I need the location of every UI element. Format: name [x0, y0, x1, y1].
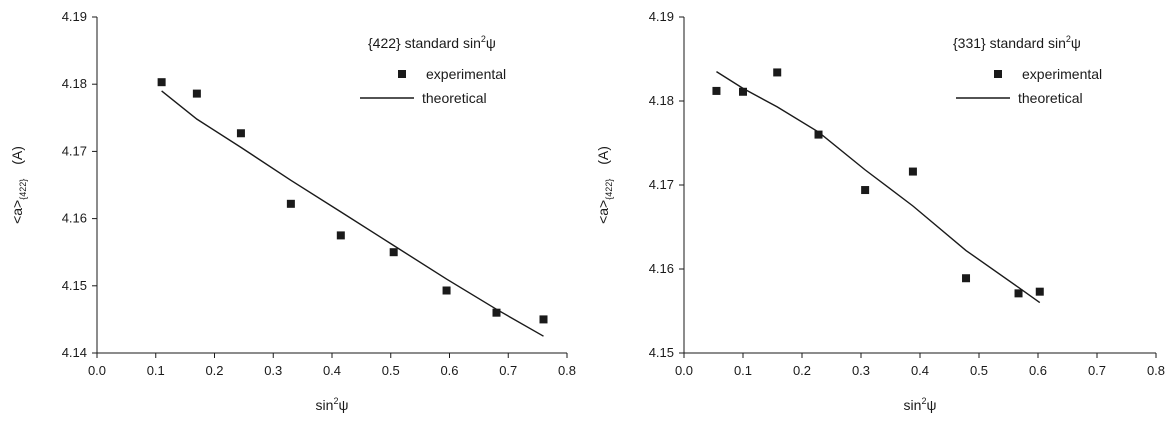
- data-point-experimental: [814, 130, 823, 139]
- y-tick-label: 4.17: [62, 143, 87, 158]
- data-point-experimental: [1035, 287, 1044, 296]
- x-tick-label: 0.5: [382, 363, 400, 378]
- chart-annotation: {331} standard sin2ψ: [953, 34, 1081, 51]
- x-tick-label: 0.1: [734, 363, 752, 378]
- legend-label-experimental: experimental: [426, 66, 506, 82]
- x-tick-label: 0.0: [88, 363, 106, 378]
- x-tick-label: 0.3: [264, 363, 282, 378]
- x-tick-label: 0.7: [499, 363, 517, 378]
- x-tick-label: 0.7: [1088, 363, 1106, 378]
- x-tick-label: 0.3: [852, 363, 870, 378]
- legend-label-theoretical: theoretical: [422, 90, 487, 106]
- legend-marker-experimental: [994, 70, 1002, 78]
- data-point-experimental: [908, 167, 917, 176]
- y-tick-label: 4.16: [62, 211, 87, 226]
- x-axis-label: sin2ψ: [904, 396, 937, 413]
- data-point-experimental: [389, 248, 398, 257]
- x-axis-label: sin2ψ: [316, 396, 349, 413]
- legend-label-experimental: experimental: [1022, 66, 1102, 82]
- x-tick-label: 0.4: [911, 363, 929, 378]
- y-tick-label: 4.17: [649, 177, 674, 192]
- y-tick-label: 4.18: [649, 93, 674, 108]
- y-tick-label: 4.15: [62, 278, 87, 293]
- y-tick-label: 4.16: [649, 261, 674, 276]
- data-point-experimental: [442, 286, 451, 295]
- x-tick-label: 0.8: [558, 363, 576, 378]
- y-tick-label: 4.19: [62, 9, 87, 24]
- data-point-experimental: [236, 129, 245, 138]
- chart-panel-2: 0.0 0.1 0.2 0.3 0.4 0.5 0.6 0.7 0.8 4.15 4.16 4.17 4…: [595, 9, 1165, 413]
- data-point-experimental: [773, 68, 782, 77]
- chart-panel-1: 0.0 0.1 0.2 0.3 0.4 0.5 0.6 0.7 0.8 4.14 4.15 4.16 4…: [9, 9, 576, 413]
- y-tick-label: 4.14: [62, 345, 87, 360]
- data-point-experimental: [739, 87, 747, 96]
- x-tick-label: 0.6: [1029, 363, 1047, 378]
- chart-annotation: {422} standard sin2ψ: [368, 34, 496, 51]
- data-point-experimental: [712, 86, 721, 95]
- data-point-experimental: [1014, 289, 1023, 298]
- x-tick-label: 0.2: [205, 363, 223, 378]
- x-tick-label: 0.2: [793, 363, 811, 378]
- y-tick-label: 4.15: [649, 345, 674, 360]
- series-line-theoretical: [161, 90, 544, 337]
- y-axis-label: <a>{422}(A): [9, 146, 28, 224]
- data-point-experimental: [157, 78, 166, 87]
- data-point-experimental: [336, 231, 345, 240]
- data-point-experimental: [286, 199, 295, 208]
- data-point-experimental: [192, 89, 201, 98]
- series-line-theoretical: [716, 71, 1041, 304]
- x-tick-label: 0.1: [147, 363, 165, 378]
- y-tick-label: 4.19: [649, 9, 674, 24]
- x-tick-label: 0.6: [440, 363, 458, 378]
- legend-marker-experimental: [398, 70, 406, 78]
- data-point-experimental: [962, 274, 971, 283]
- x-tick-label: 0.4: [323, 363, 341, 378]
- x-tick-label: 0.5: [970, 363, 988, 378]
- data-point-experimental: [539, 315, 548, 324]
- x-tick-label: 0.8: [1147, 363, 1165, 378]
- y-axis-label: <a>{422}(A): [595, 146, 614, 224]
- x-tick-label: 0.0: [675, 363, 693, 378]
- legend-label-theoretical: theoretical: [1018, 90, 1083, 106]
- y-tick-label: 4.18: [62, 76, 87, 91]
- data-point-experimental: [861, 186, 870, 195]
- data-point-experimental: [492, 308, 501, 317]
